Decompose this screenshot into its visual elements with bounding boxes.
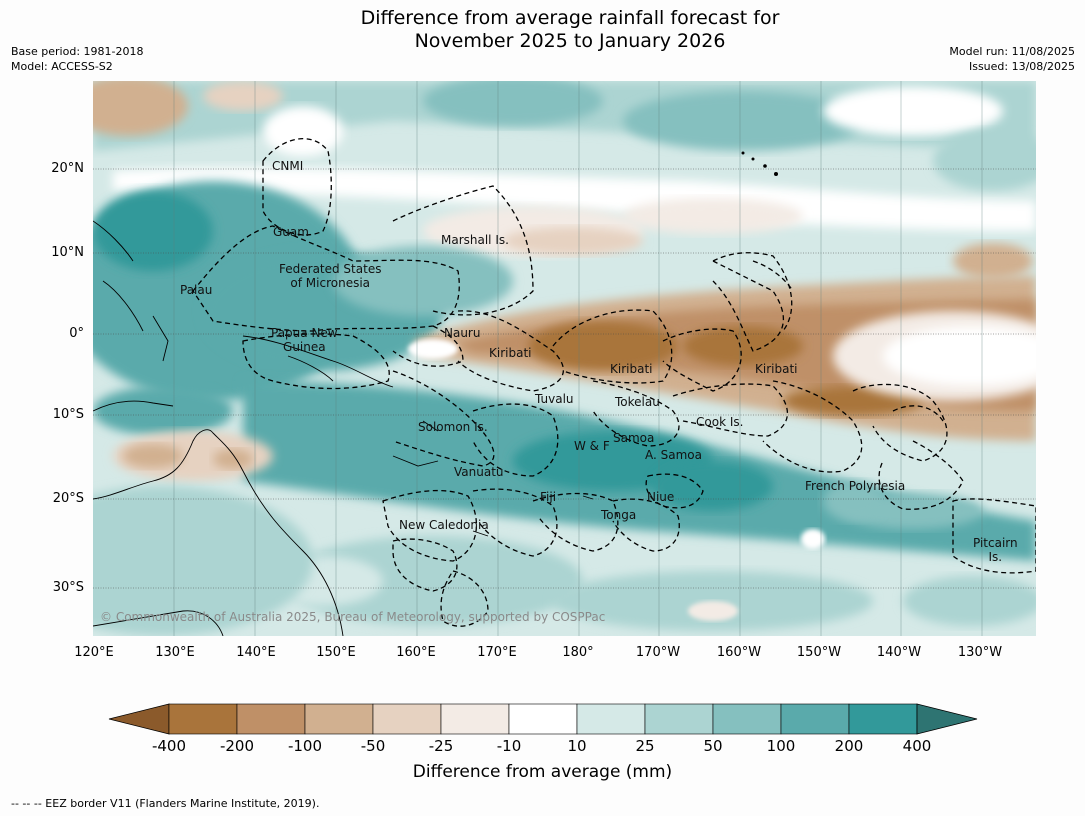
region-label-wf: W & F: [574, 439, 610, 453]
region-label-nauru: Nauru: [444, 326, 481, 340]
region-label-cook: Cook Is.: [696, 415, 744, 429]
region-label-png-2: Guinea: [283, 340, 326, 354]
model-run-text: Model run: 11/08/2025: [949, 45, 1075, 58]
region-label-kiribati-west: Kiribati: [489, 346, 532, 360]
colorbar-tick-label: 25: [635, 737, 655, 755]
lon-label-180: 180°: [562, 645, 594, 660]
colorbar-segment: [508, 703, 578, 735]
colorbar-title: Difference from average (mm): [412, 762, 673, 782]
region-label-solomon: Solomon Is.: [418, 420, 488, 434]
region-label-marshall: Marshall Is.: [441, 233, 509, 247]
colorbar-tick-label: -50: [360, 737, 386, 755]
lon-label-150w: 150°W: [796, 645, 842, 660]
region-label-new-caledonia: New Caledonia: [399, 518, 489, 532]
region-label-pitcairn: Pitcairn Is.: [973, 536, 1018, 564]
region-label-fsm: Federated States of Micronesia: [279, 262, 381, 290]
lat-label-20s: 20°S: [52, 491, 84, 506]
region-label-palau: Palau: [180, 283, 213, 297]
meta-left: Base period: 1981-2018 Model: ACCESS-S2: [11, 44, 143, 74]
region-label-kiribati-central: Kiribati: [610, 362, 653, 376]
eez-borders: [192, 138, 1036, 627]
region-label-kiribati-east: Kiribati: [755, 362, 798, 376]
colorbar-tick-label: -10: [496, 737, 522, 755]
colorbar-segment: [576, 703, 646, 735]
map-canvas: [93, 81, 1036, 636]
lon-label-160e: 160°E: [396, 645, 436, 660]
base-period-text: Base period: 1981-2018: [11, 45, 144, 58]
lat-label-10n: 10°N: [51, 245, 84, 260]
lon-label-140e: 140°E: [236, 645, 276, 660]
meridians: [173, 81, 983, 636]
colorbar-segment: [440, 703, 510, 735]
rainfall-map: [93, 81, 1036, 636]
colorbar-segment: [168, 703, 238, 735]
colorbar-tick-label: 200: [834, 737, 864, 755]
copyright-text: © Commonwealth of Australia 2025, Bureau…: [100, 610, 606, 624]
region-label-tuvalu: Tuvalu: [535, 392, 574, 406]
colorbar-tick-label: 100: [766, 737, 796, 755]
lon-label-170e: 170°E: [477, 645, 517, 660]
colorbar-segment: [848, 703, 918, 735]
lon-label-120e: 120°E: [74, 645, 114, 660]
colorbar-tick-label: 10: [567, 737, 587, 755]
map-title: Difference from average rainfall forecas…: [0, 7, 1085, 53]
colorbar-arrow-low: [108, 703, 170, 735]
colorbar-tick-label: 400: [902, 737, 932, 755]
meta-right: Model run: 11/08/2025 Issued: 13/08/2025: [949, 44, 1075, 74]
colorbar-tick-label: -400: [151, 737, 187, 755]
region-label-cnmi: CNMI: [272, 159, 304, 173]
colorbar-segment: [304, 703, 374, 735]
region-label-french-polynesia: French Polynesia: [805, 479, 906, 493]
region-label-vanuatu: Vanuatu: [454, 465, 504, 479]
lat-label-20n: 20°N: [51, 161, 84, 176]
region-label-pitcairn-1: Pitcairn: [973, 536, 1018, 550]
region-label-fsm-2: of Micronesia: [290, 276, 371, 290]
lon-label-160w: 160°W: [716, 645, 762, 660]
colorbar-tick-label: -200: [219, 737, 255, 755]
colorbar: [108, 703, 978, 735]
region-label-samoa: Samoa: [613, 431, 655, 445]
title-line-1: Difference from average rainfall forecas…: [360, 7, 780, 29]
region-label-niue: Niue: [647, 490, 675, 504]
region-label-fiji: Fiji: [540, 490, 557, 504]
model-text: Model: ACCESS-S2: [11, 60, 113, 73]
lon-label-150e: 150°E: [316, 645, 356, 660]
colorbar-tick-label: -25: [428, 737, 454, 755]
colorbar-segment: [236, 703, 306, 735]
lon-label-140w: 140°W: [876, 645, 922, 660]
region-label-png: Papua New Guinea: [271, 326, 338, 354]
graticule: [93, 168, 1036, 589]
region-label-tokelau: Tokelau: [615, 395, 660, 409]
colorbar-arrow-high: [916, 703, 978, 735]
lon-label-130e: 130°E: [155, 645, 195, 660]
colorbar-segment: [712, 703, 782, 735]
region-label-asamoa: A. Samoa: [645, 448, 702, 462]
region-label-pitcairn-2: Is.: [988, 550, 1003, 564]
lon-label-130w: 130°W: [957, 645, 1003, 660]
colorbar-segments: [108, 703, 978, 735]
colorbar-segment: [780, 703, 850, 735]
lon-label-170w: 170°W: [635, 645, 681, 660]
issued-text: Issued: 13/08/2025: [968, 60, 1075, 73]
coastlines: [93, 220, 594, 636]
region-label-fsm-1: Federated States: [279, 262, 382, 276]
colorbar-tick-label: -100: [287, 737, 323, 755]
hawaii-islands: [741, 151, 778, 176]
title-line-2: November 2025 to January 2026: [414, 30, 726, 52]
lat-label-10s: 10°S: [52, 407, 84, 422]
colorbar-segment: [644, 703, 714, 735]
colorbar-segment: [372, 703, 442, 735]
region-label-png-1: Papua New: [271, 326, 338, 340]
eez-footnote: -- -- -- EEZ border V11 (Flanders Marine…: [11, 797, 320, 810]
colorbar-tick-label: 50: [703, 737, 723, 755]
region-label-tonga: Tonga: [601, 508, 637, 522]
lat-label-0: 0°: [69, 326, 84, 341]
region-label-guam: Guam: [273, 225, 309, 239]
lat-label-30s: 30°S: [52, 580, 84, 595]
